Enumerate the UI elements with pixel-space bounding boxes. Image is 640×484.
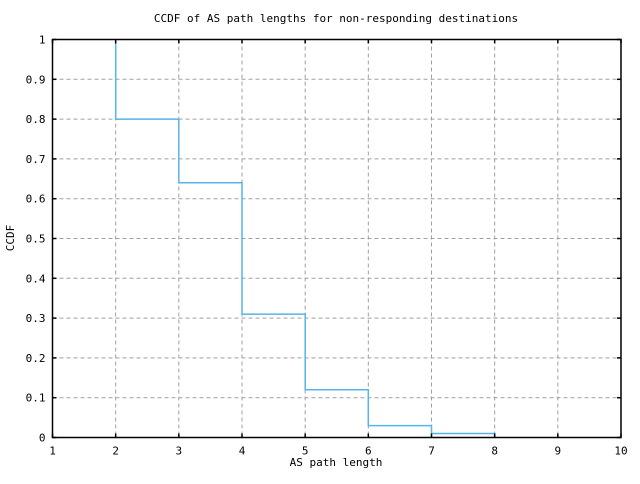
tick-labels: 1 2 3 4 5 6 7 8 9 10 0 0.1 0.2 0.3 0.4 0.5 0.6 0.7 0.8 0.9 1 (26, 34, 628, 458)
y-tick-label: 0.6 (26, 193, 46, 206)
x-tick-label: 3 (176, 445, 183, 458)
series-group (114, 39, 496, 438)
y-tick-label: 0.5 (26, 233, 46, 246)
y-axis-label: CCDF (4, 225, 17, 252)
y-tick-label: 0 (39, 432, 46, 445)
y-tick-label: 0.9 (26, 73, 46, 86)
chart-title: CCDF of AS path lengths for non-respondi… (154, 12, 518, 25)
x-tick-label: 1 (49, 445, 56, 458)
x-tick-label: 7 (428, 445, 435, 458)
y-tick-label: 0.1 (26, 392, 46, 405)
x-tick-label: 6 (365, 445, 372, 458)
x-tick-label: 9 (555, 445, 562, 458)
y-tick-label: 0.8 (26, 113, 46, 126)
x-tick-label: 2 (112, 445, 119, 458)
y-tick-label: 0.7 (26, 153, 46, 166)
x-tick-label: 10 (614, 445, 627, 458)
y-tick-label: 1 (39, 34, 46, 47)
x-tick-label: 8 (491, 445, 498, 458)
y-tick-label: 0.4 (26, 272, 46, 285)
x-tick-label: 5 (302, 445, 309, 458)
y-tick-label: 0.2 (26, 352, 46, 365)
axis-ticks (51, 38, 622, 439)
ccdf-step-line (114, 39, 496, 438)
x-axis-label: AS path length (290, 456, 383, 469)
y-tick-label: 0.3 (26, 312, 46, 325)
x-tick-label: 4 (239, 445, 246, 458)
